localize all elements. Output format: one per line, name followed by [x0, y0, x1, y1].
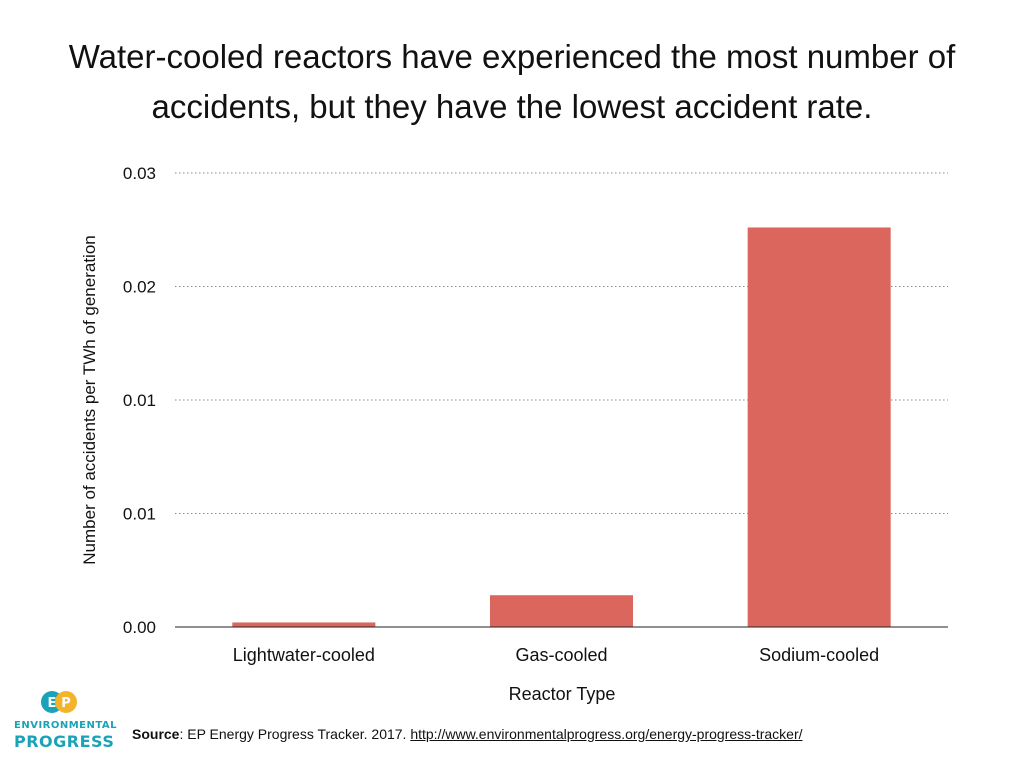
- x-tick-label: Sodium-cooled: [759, 645, 879, 665]
- source-label: Source: [132, 726, 180, 742]
- bar-lightwater-cooled: [232, 622, 376, 627]
- environmental-progress-logo: E P ENVIRONMENTAL PROGRESS: [14, 690, 118, 751]
- y-axis-label: Number of accidents per TWh of generatio…: [80, 235, 99, 564]
- ep-logo-icon: E P: [41, 691, 77, 713]
- bar-gas-cooled: [489, 595, 634, 627]
- source-note: Source: EP Energy Progress Tracker. 2017…: [132, 726, 803, 742]
- logo-line-1: ENVIRONMENTAL: [14, 720, 118, 731]
- bars: [232, 227, 891, 628]
- x-tick-label: Gas-cooled: [515, 645, 607, 665]
- chart-title: Water-cooled reactors have experienced t…: [68, 38, 956, 125]
- y-tick-label: 0.00: [123, 618, 156, 637]
- y-tick-label: 0.02: [123, 278, 156, 297]
- source-text: : EP Energy Progress Tracker. 2017.: [179, 726, 411, 742]
- svg-text:E: E: [48, 696, 57, 711]
- source-link[interactable]: http://www.environmentalprogress.org/ene…: [410, 726, 803, 742]
- x-tick-labels: Lightwater-cooled Gas-cooled Sodium-cooled: [233, 645, 879, 665]
- y-tick-label: 0.01: [123, 505, 156, 524]
- y-tick-label: 0.03: [123, 164, 156, 183]
- x-axis-label: Reactor Type: [509, 684, 616, 704]
- y-tick-label: 0.01: [123, 391, 156, 410]
- y-tick-labels: 0.00 0.01 0.01 0.02 0.03: [123, 164, 156, 637]
- bar-sodium-cooled: [747, 227, 891, 628]
- x-tick-label: Lightwater-cooled: [233, 645, 375, 665]
- svg-text:P: P: [61, 696, 71, 711]
- logo-line-2: PROGRESS: [14, 732, 115, 751]
